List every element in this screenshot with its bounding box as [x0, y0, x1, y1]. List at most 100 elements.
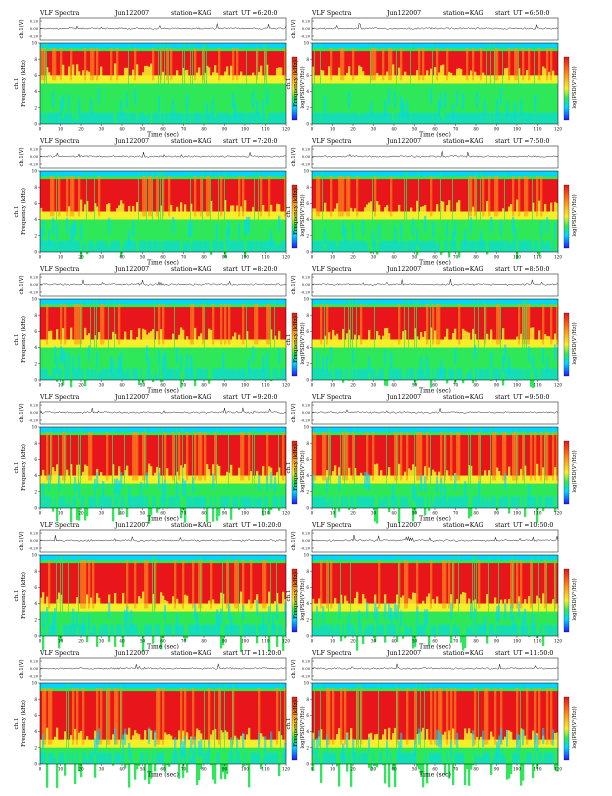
streak-dark	[50, 427, 51, 508]
streak-cyan	[96, 732, 99, 749]
streak-yellow	[54, 471, 57, 484]
time-tick-label: 80	[201, 639, 207, 644]
streak-green	[516, 347, 519, 358]
streak-cyan	[366, 472, 369, 489]
freq-tick-label: 10	[32, 681, 38, 686]
streak-cyan	[352, 223, 355, 240]
panel-ut: UT =6:20:0	[241, 10, 277, 17]
streak-yellow	[432, 469, 435, 484]
streak-yellow	[392, 733, 395, 748]
streak-green	[488, 483, 491, 502]
streak-green	[508, 219, 511, 236]
time-tick-label: 110	[534, 639, 542, 644]
streak-yellow	[376, 330, 379, 348]
freq-axis-label: Frequency (kHz)	[20, 444, 27, 491]
streak-orange	[446, 687, 449, 745]
streak-cyan	[522, 614, 525, 631]
streak-cyan	[172, 217, 175, 234]
streak-yellow	[348, 329, 351, 348]
streak-green	[556, 747, 559, 772]
streak-yellow	[538, 330, 541, 348]
streak-yellow	[338, 67, 341, 84]
streak-cyan	[546, 217, 549, 234]
streak-cyan	[504, 344, 507, 361]
streak-cyan	[484, 98, 487, 115]
streak-dark	[430, 427, 431, 508]
streak-green	[442, 747, 445, 765]
streak-cyan	[456, 732, 459, 749]
time-tick-label: 80	[473, 639, 479, 644]
panel-start: start	[495, 138, 510, 145]
streak-green	[230, 483, 233, 520]
streak-orange	[496, 303, 499, 345]
streak-cyan	[490, 352, 493, 369]
panel-title: VLF Spectra	[39, 138, 80, 145]
streak-dark	[270, 299, 271, 380]
streak-yellow	[56, 464, 59, 484]
streak-orange	[42, 47, 45, 81]
streak-green	[386, 83, 389, 97]
streak-orange	[64, 303, 67, 345]
streak-yellow	[252, 206, 255, 220]
time-tick-label: 100	[513, 127, 521, 132]
streak-yellow	[526, 70, 529, 84]
streak-yellow	[532, 202, 535, 220]
streak-yellow	[94, 203, 97, 220]
streak-dark	[352, 299, 353, 380]
streak-cyan	[90, 98, 93, 115]
streak-orange	[414, 687, 417, 745]
panel-ut: UT =9:20:0	[241, 394, 277, 401]
colorbar-label: log(PSD(V²/Hz))	[571, 706, 578, 748]
streak-yellow	[464, 728, 467, 748]
band-red	[40, 51, 286, 76]
streak-orange	[544, 431, 547, 481]
streak-orange	[100, 687, 103, 745]
freq-tick-label: 0	[34, 634, 37, 639]
streak-green	[452, 347, 455, 370]
streak-cyan	[338, 603, 341, 620]
streak-orange	[116, 687, 119, 745]
streak-dark	[108, 299, 109, 380]
streak-yellow	[274, 335, 277, 348]
streak-cyan	[146, 345, 149, 362]
streak-yellow	[470, 733, 473, 748]
waveform-axis-label: ch.1(V)	[290, 532, 297, 551]
panel-start: start	[495, 266, 510, 273]
streak-dark	[452, 171, 453, 252]
streak-dark	[348, 299, 349, 380]
streak-yellow	[354, 334, 357, 348]
time-tick-label: 70	[453, 127, 459, 132]
streak-green	[462, 611, 465, 651]
streak-yellow	[542, 66, 545, 84]
streak-cyan	[184, 480, 187, 497]
streak-yellow	[422, 206, 425, 220]
streak-cyan	[454, 473, 457, 490]
streak-green	[50, 347, 53, 378]
streak-yellow	[446, 205, 449, 220]
streak-yellow	[204, 72, 207, 84]
streak-green	[402, 611, 405, 639]
spectra-panel: VLF Spectra Jun122007 station=KAG start UT =…	[286, 138, 578, 267]
streak-cyan	[482, 730, 485, 747]
streak-green	[88, 83, 91, 96]
streak-cyan	[212, 473, 215, 490]
streak-yellow	[122, 203, 125, 220]
streak-orange	[260, 175, 263, 217]
streak-yellow	[156, 331, 159, 348]
streak-green	[338, 83, 341, 110]
streak-yellow	[348, 467, 351, 484]
streak-yellow	[124, 470, 127, 484]
streak-cyan	[262, 356, 265, 373]
streak-orange	[158, 303, 161, 345]
streak-yellow	[336, 203, 339, 220]
streak-orange	[202, 47, 205, 81]
streak-cyan	[102, 481, 105, 498]
streak-green	[90, 611, 93, 632]
streak-orange	[420, 431, 423, 481]
streak-green	[126, 483, 129, 518]
streak-green	[386, 219, 389, 241]
panel-date: Jun122007	[114, 650, 149, 657]
streak-green	[136, 347, 139, 356]
streak-cyan	[326, 477, 329, 494]
streak-cyan	[430, 88, 433, 105]
